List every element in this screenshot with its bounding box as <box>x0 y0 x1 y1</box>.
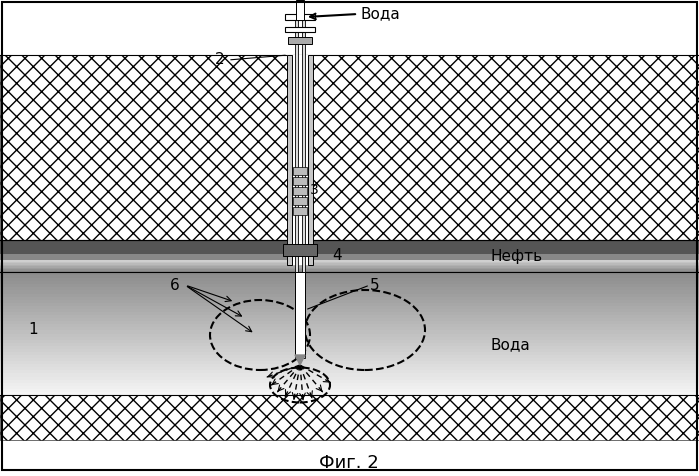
Text: Нефть: Нефть <box>490 248 542 264</box>
Text: Фиг. 2: Фиг. 2 <box>319 454 379 472</box>
Bar <box>0 254 699 272</box>
Bar <box>0 330 699 334</box>
Text: 5: 5 <box>370 278 380 292</box>
Bar <box>0 380 699 383</box>
Text: 6: 6 <box>171 278 180 292</box>
Bar <box>0 334 699 337</box>
Bar <box>287 55 292 265</box>
Bar <box>293 197 307 205</box>
Bar <box>0 389 699 392</box>
Bar <box>0 306 699 309</box>
Bar <box>0 270 699 272</box>
Bar <box>0 294 699 297</box>
Bar <box>0 367 699 370</box>
Bar <box>0 321 699 324</box>
Bar <box>285 27 315 32</box>
Bar <box>0 318 699 321</box>
Bar <box>0 303 699 306</box>
Bar <box>0 288 699 290</box>
Bar <box>293 167 307 175</box>
Bar <box>0 337 699 340</box>
Bar <box>0 355 699 358</box>
Bar <box>0 266 699 268</box>
Bar <box>0 300 699 303</box>
Bar <box>0 290 699 294</box>
Bar <box>0 395 699 440</box>
Bar <box>308 55 313 265</box>
Bar <box>0 260 699 261</box>
Bar <box>0 315 699 318</box>
Bar <box>0 377 699 380</box>
Bar <box>0 352 699 355</box>
Bar <box>0 272 699 275</box>
Bar <box>0 324 699 327</box>
Bar <box>0 327 699 330</box>
Text: 2: 2 <box>215 52 225 68</box>
Bar <box>0 240 699 254</box>
Bar <box>0 312 699 315</box>
Bar <box>302 20 305 358</box>
Bar <box>296 0 304 20</box>
Text: 4: 4 <box>332 248 342 262</box>
Bar <box>0 374 699 377</box>
Bar <box>293 207 307 215</box>
Bar <box>0 265 699 266</box>
Bar <box>0 309 699 312</box>
Bar <box>283 244 317 256</box>
Bar <box>0 55 699 240</box>
Bar <box>0 364 699 367</box>
Bar <box>0 278 699 281</box>
Bar <box>0 275 699 278</box>
Bar <box>288 37 312 44</box>
Text: 3: 3 <box>310 183 319 197</box>
Bar <box>0 269 699 270</box>
Text: Вода: Вода <box>490 337 530 353</box>
Bar <box>295 272 305 355</box>
Bar <box>0 383 699 386</box>
Bar <box>0 297 699 300</box>
Bar <box>0 358 699 361</box>
Bar <box>0 370 699 374</box>
Bar <box>0 268 699 269</box>
Text: Вода: Вода <box>360 7 400 21</box>
Bar <box>0 263 699 265</box>
Bar <box>0 0 699 55</box>
Bar <box>0 284 699 288</box>
Bar <box>0 392 699 395</box>
Bar <box>287 55 313 265</box>
Bar <box>0 340 699 343</box>
Bar <box>0 281 699 284</box>
Bar <box>293 177 307 185</box>
Bar <box>0 361 699 364</box>
Bar <box>0 386 699 389</box>
Bar <box>0 346 699 349</box>
Bar <box>293 187 307 195</box>
Text: 1: 1 <box>28 323 38 337</box>
Bar <box>295 20 298 358</box>
Bar <box>0 395 699 440</box>
Polygon shape <box>295 355 305 365</box>
Bar <box>0 349 699 352</box>
Bar <box>0 343 699 346</box>
Bar <box>0 55 699 240</box>
Bar <box>285 14 315 20</box>
Bar <box>0 261 699 263</box>
